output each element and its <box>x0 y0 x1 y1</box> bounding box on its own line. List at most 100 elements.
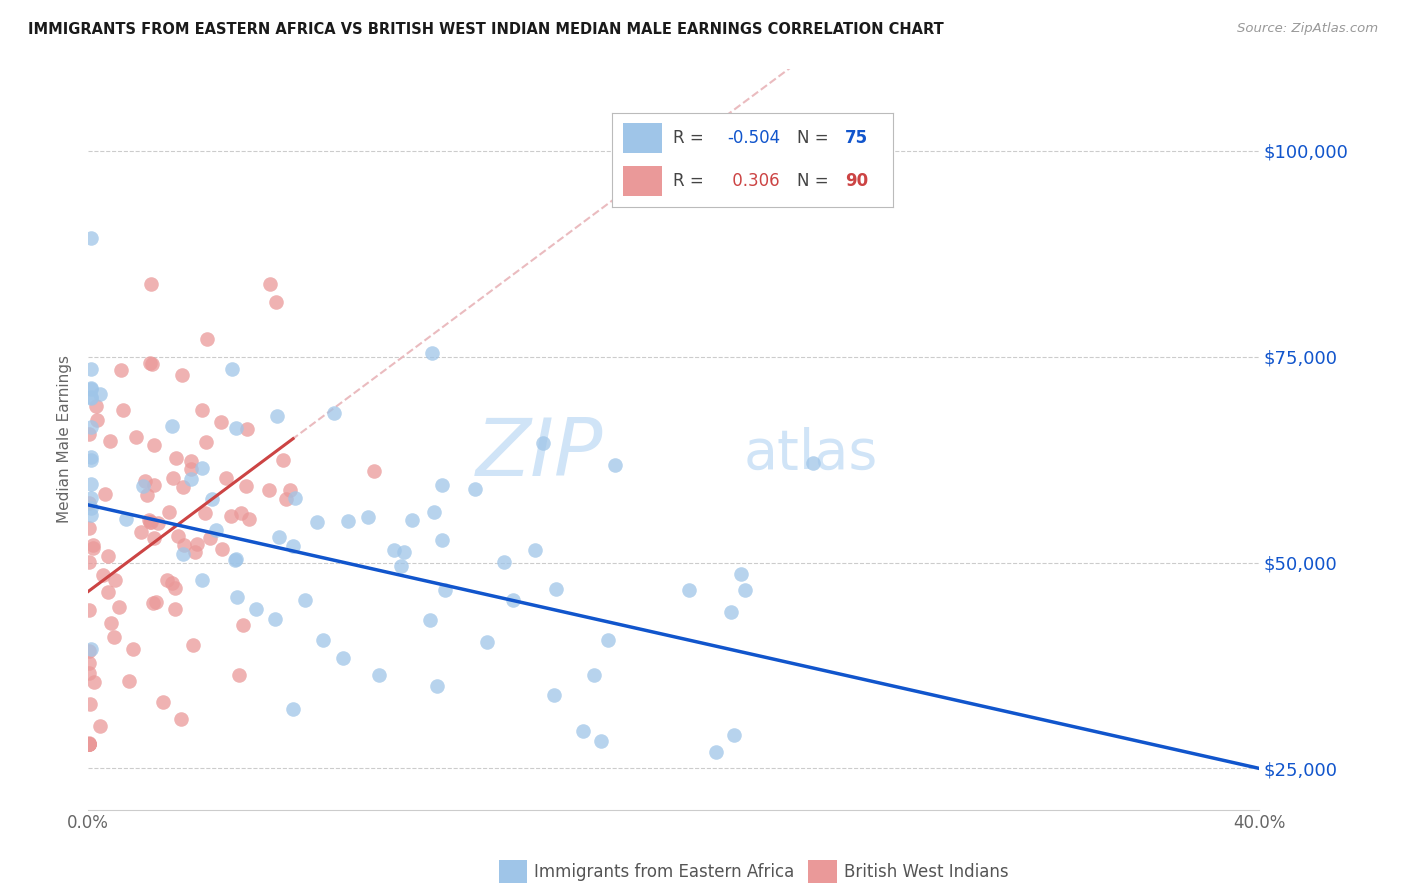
Point <box>603 458 626 472</box>
Point <box>531 435 554 450</box>
Point <box>312 632 335 647</box>
Point <box>238 512 260 526</box>
Point <box>80 362 103 376</box>
Text: 0.306: 0.306 <box>727 172 779 190</box>
Point <box>235 479 257 493</box>
Point <box>82 541 104 555</box>
Point <box>80 642 103 657</box>
Point <box>278 483 301 497</box>
Point <box>186 537 208 551</box>
Point <box>492 555 515 569</box>
Point <box>502 593 524 607</box>
Point <box>430 478 453 492</box>
Point <box>307 516 329 530</box>
Point <box>77 737 100 751</box>
Point <box>368 667 391 681</box>
Text: IMMIGRANTS FROM EASTERN AFRICA VS BRITISH WEST INDIAN MEDIAN MALE EARNINGS CORRE: IMMIGRANTS FROM EASTERN AFRICA VS BRITIS… <box>28 22 943 37</box>
Point <box>419 613 441 627</box>
Point <box>165 602 187 616</box>
Point <box>79 698 101 712</box>
Point <box>215 471 238 485</box>
Point <box>80 231 103 245</box>
Text: atlas: atlas <box>744 427 879 481</box>
Point <box>195 332 218 346</box>
Point <box>141 358 163 372</box>
Point <box>80 390 103 404</box>
Point <box>723 728 745 742</box>
Text: N =: N = <box>797 129 834 147</box>
Y-axis label: Median Male Earnings: Median Male Earnings <box>58 355 72 523</box>
Point <box>382 543 405 558</box>
Text: N =: N = <box>797 172 834 190</box>
Point <box>720 605 742 619</box>
Point <box>97 585 120 599</box>
Point <box>86 413 108 427</box>
Point <box>225 552 247 566</box>
Point <box>191 461 214 475</box>
Point <box>263 612 285 626</box>
Point <box>97 549 120 564</box>
Point <box>184 545 207 559</box>
Text: Immigrants from Eastern Africa: Immigrants from Eastern Africa <box>534 863 794 881</box>
Point <box>93 486 115 500</box>
Point <box>170 712 193 726</box>
Point <box>84 400 107 414</box>
Point <box>730 566 752 581</box>
Point <box>77 426 100 441</box>
Point <box>121 641 143 656</box>
Point <box>332 651 354 665</box>
Point <box>111 402 134 417</box>
Point <box>134 475 156 489</box>
Point <box>194 506 217 520</box>
Point <box>162 471 184 485</box>
Point <box>180 454 202 468</box>
Point <box>284 491 307 506</box>
Text: British West Indians: British West Indians <box>844 863 1008 881</box>
Bar <box>623 167 662 196</box>
Point <box>801 456 824 470</box>
Point <box>172 480 194 494</box>
Point <box>77 643 100 657</box>
Point <box>357 510 380 524</box>
Point <box>77 737 100 751</box>
Point <box>80 508 103 522</box>
Point <box>583 668 606 682</box>
Point <box>283 702 305 716</box>
Point <box>524 542 547 557</box>
Point <box>138 515 160 529</box>
Text: R =: R = <box>673 129 710 147</box>
Point <box>80 491 103 505</box>
Point <box>77 737 100 751</box>
Point <box>229 506 252 520</box>
Point <box>572 724 595 739</box>
Point <box>257 483 280 498</box>
Point <box>392 544 415 558</box>
Point <box>294 593 316 607</box>
Point <box>201 491 224 506</box>
Point <box>221 361 243 376</box>
Point <box>118 673 141 688</box>
Point <box>83 675 105 690</box>
Point <box>245 601 267 615</box>
Point <box>146 516 169 530</box>
Point <box>546 582 568 596</box>
Point <box>77 737 100 751</box>
Point <box>141 515 163 529</box>
Point <box>226 590 249 604</box>
Point <box>259 277 281 291</box>
Point <box>143 478 166 492</box>
Bar <box>623 123 662 153</box>
Point <box>77 735 100 749</box>
Point <box>420 346 443 360</box>
Point <box>232 617 254 632</box>
Point <box>283 539 305 553</box>
Point <box>125 430 148 444</box>
Text: R =: R = <box>673 172 710 190</box>
Point <box>77 665 100 680</box>
Point <box>89 719 111 733</box>
Point <box>434 582 457 597</box>
Point <box>163 581 186 595</box>
Text: 75: 75 <box>845 129 868 147</box>
Text: 90: 90 <box>845 172 868 190</box>
Point <box>77 737 100 751</box>
